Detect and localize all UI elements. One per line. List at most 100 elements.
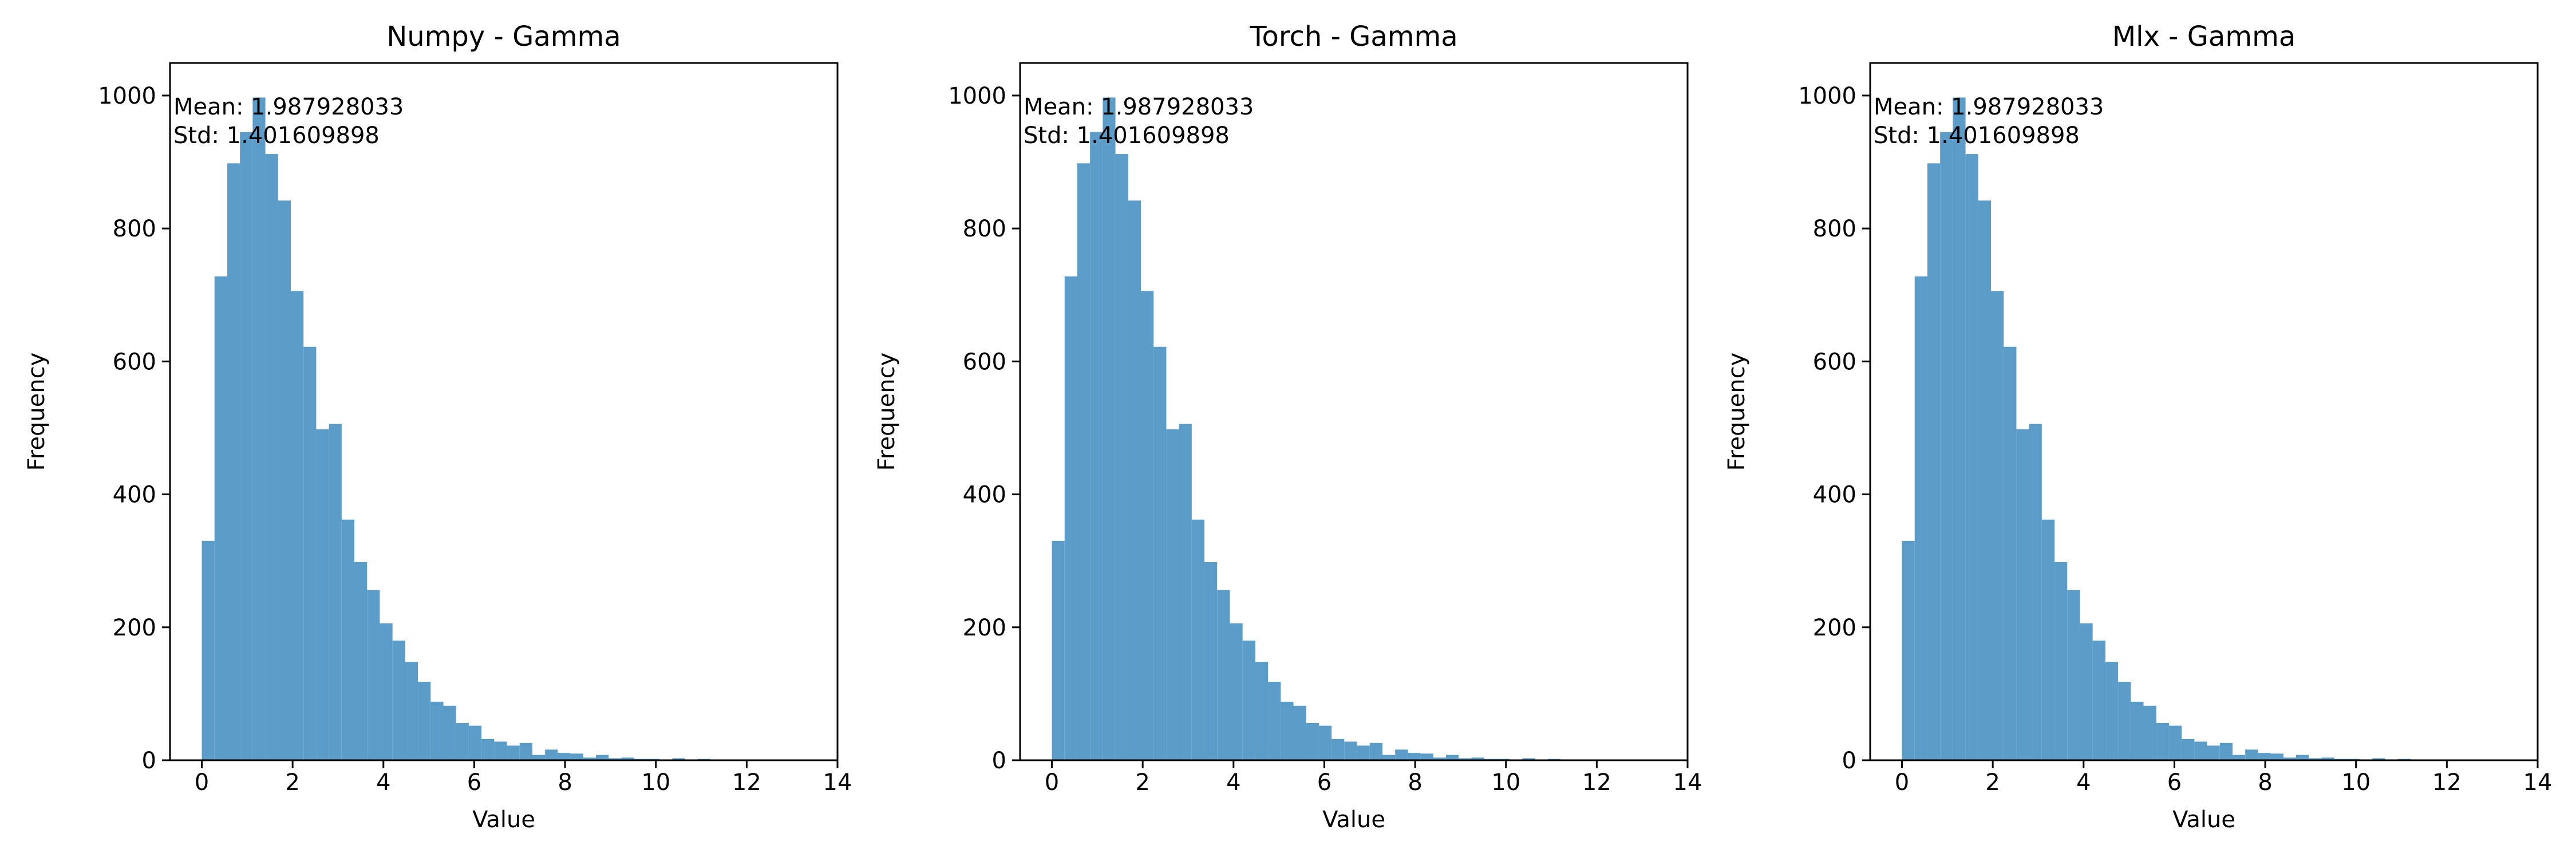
histogram-bar (2080, 623, 2093, 760)
y-tick-label: 200 (1813, 615, 1856, 641)
histogram-bar (290, 291, 304, 761)
x-axis-label: Value (2172, 807, 2235, 833)
histogram-bar (1255, 662, 1269, 760)
histogram-bar (2029, 424, 2042, 760)
histogram-bar (1927, 163, 1941, 761)
histogram-bar (1332, 738, 1345, 760)
y-tick-label: 600 (963, 349, 1006, 375)
histogram-bar (1459, 758, 1472, 760)
histogram-bar (2245, 749, 2258, 760)
y-tick-label: 200 (113, 615, 156, 641)
chart-title: Numpy - Gamma (386, 21, 621, 53)
histogram-bar (1064, 276, 1077, 760)
histogram-bar (2016, 429, 2029, 760)
histogram-bar (2232, 755, 2246, 760)
histogram-bar (2194, 741, 2207, 760)
histogram-bar (1395, 749, 1408, 760)
x-tick-label: 12 (732, 769, 761, 796)
histogram-bar (2055, 562, 2068, 760)
x-tick-label: 0 (195, 769, 209, 796)
y-tick-label: 400 (963, 482, 1006, 508)
x-tick-label: 8 (1408, 769, 1422, 796)
x-tick-label: 14 (1673, 769, 1702, 796)
histogram-bar (1318, 725, 1332, 760)
histogram-bar (1990, 291, 2004, 761)
histogram-bar (1433, 757, 1447, 760)
histogram-bar (2118, 681, 2131, 760)
histogram-bar (1420, 753, 1433, 760)
histogram-bar (252, 97, 266, 761)
histogram-bar (2372, 758, 2385, 760)
y-tick-label: 600 (113, 349, 156, 375)
y-tick-label: 800 (963, 216, 1006, 242)
y-tick-label: 600 (1813, 349, 1856, 375)
histogram-bar (2296, 755, 2309, 760)
x-tick-label: 8 (558, 769, 572, 796)
x-axis-label: Value (1322, 807, 1385, 833)
x-tick-label: 14 (823, 769, 852, 796)
histogram-bar (507, 745, 520, 760)
x-tick-label: 6 (467, 769, 481, 796)
histogram-bar (2309, 758, 2322, 760)
histogram-bar (494, 741, 507, 760)
y-axis-label: Frequency (874, 353, 900, 471)
histogram-bar (1140, 291, 1154, 761)
histogram-bar (265, 154, 278, 760)
histogram-bar (1914, 276, 1927, 760)
x-tick-label: 4 (376, 769, 390, 796)
std-annotation: Std: 1.401609898 (1024, 123, 1230, 149)
histogram-bar (354, 562, 368, 760)
y-tick-label: 200 (963, 615, 1006, 641)
x-tick-label: 10 (641, 769, 670, 796)
histogram-bar (2168, 725, 2182, 760)
axes-frame (1869, 62, 2539, 761)
x-tick-label: 10 (1491, 769, 1520, 796)
histogram-bar (2004, 346, 2017, 760)
histogram-bar (341, 519, 355, 760)
x-tick-label: 6 (1317, 769, 1332, 796)
chart-title: Torch - Gamma (1249, 21, 1457, 53)
histogram-bar (2219, 742, 2233, 760)
histogram-bar (545, 749, 558, 760)
y-tick-label: 800 (1813, 216, 1856, 242)
mean-annotation: Mean: 1.987928033 (173, 94, 404, 120)
x-tick-label: 10 (2341, 769, 2370, 796)
histogram-bar (2041, 519, 2055, 760)
histogram-bar (558, 753, 571, 760)
histogram-bar (596, 755, 609, 760)
histogram-bar (1281, 701, 1294, 760)
histogram-bar (1978, 200, 1991, 761)
histogram-bar (1344, 741, 1357, 760)
axes-frame (169, 62, 839, 761)
histogram-bar (392, 641, 405, 760)
x-tick-label: 4 (2076, 769, 2091, 796)
histogram-bar (329, 424, 342, 760)
histogram-bar (1357, 745, 1370, 760)
histogram-bar (621, 757, 634, 760)
histogram-bar (380, 623, 393, 760)
histogram-bar (2105, 662, 2119, 760)
histogram-bar (1103, 97, 1116, 761)
histogram-bar (1052, 540, 1065, 760)
histogram-bar (1293, 705, 1306, 760)
x-tick-label: 2 (285, 769, 299, 796)
x-tick-label: 14 (2523, 769, 2553, 796)
histogram-bar (609, 758, 622, 760)
axes-frame (1019, 62, 1689, 761)
histogram-bar (1217, 590, 1230, 760)
chart-title: Mlx - Gamma (2112, 21, 2296, 53)
histogram-bar (1115, 154, 1128, 760)
histogram-bar (456, 722, 469, 760)
histogram-bar (2258, 753, 2271, 760)
x-tick-label: 8 (2258, 769, 2272, 796)
x-tick-label: 0 (1045, 769, 1059, 796)
histogram-bar (2156, 722, 2169, 760)
x-axis-label: Value (472, 807, 535, 833)
histogram-bar (1408, 753, 1421, 760)
histogram-bar (1268, 681, 1281, 760)
histogram-bar (278, 200, 291, 761)
x-tick-label: 2 (1135, 769, 1149, 796)
y-tick-label: 400 (1813, 482, 1856, 508)
